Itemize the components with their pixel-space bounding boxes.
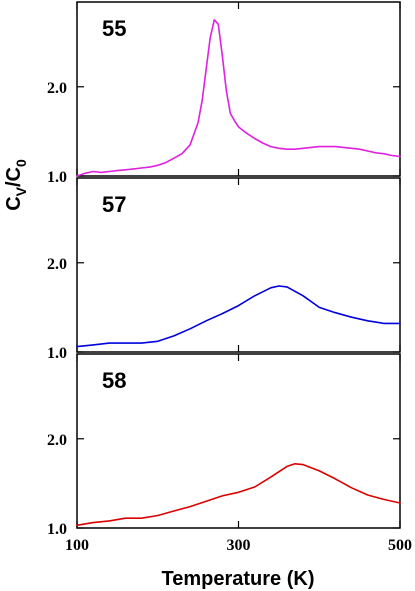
series-line-58 xyxy=(76,463,401,527)
y-tick-label: 1.0 xyxy=(47,169,67,186)
series-line-57 xyxy=(76,285,401,348)
series-line-55 xyxy=(76,19,401,177)
x-tick-label: 300 xyxy=(227,537,251,554)
x-tick-label: 100 xyxy=(65,537,89,554)
chart-panels: 1.0 2.0 55 1.0 2.0 57 1.0 2.0 58 xyxy=(47,1,401,538)
y-axis-title-main: C xyxy=(3,196,25,210)
panel-label: 57 xyxy=(102,192,126,217)
x-axis-title: Temperature (K) xyxy=(162,568,315,590)
y-tick-label: 2.0 xyxy=(47,256,67,273)
y-tick-label: 2.0 xyxy=(47,432,67,449)
panel-57: 1.0 2.0 57 xyxy=(47,177,401,362)
y-axis-title-sub1: V xyxy=(13,186,29,196)
y-tick-label: 1.0 xyxy=(47,521,67,538)
y-axis-title-sub2: 0 xyxy=(13,159,29,167)
svg-text:CV/C0: CV/C0 xyxy=(3,159,29,211)
y-axis-title-slash: /C xyxy=(3,167,25,187)
x-tick-label: 500 xyxy=(388,537,412,554)
y-tick-label: 2.0 xyxy=(47,80,67,97)
x-axis: 100 300 500 xyxy=(65,537,412,554)
y-tick-label: 1.0 xyxy=(47,345,67,362)
panel-label: 58 xyxy=(102,368,126,393)
panel-label: 55 xyxy=(102,16,126,41)
panel-58: 1.0 2.0 58 xyxy=(47,353,401,538)
panel-55: 1.0 2.0 55 xyxy=(47,1,401,186)
y-axis-title: CV/C0 xyxy=(3,159,29,211)
